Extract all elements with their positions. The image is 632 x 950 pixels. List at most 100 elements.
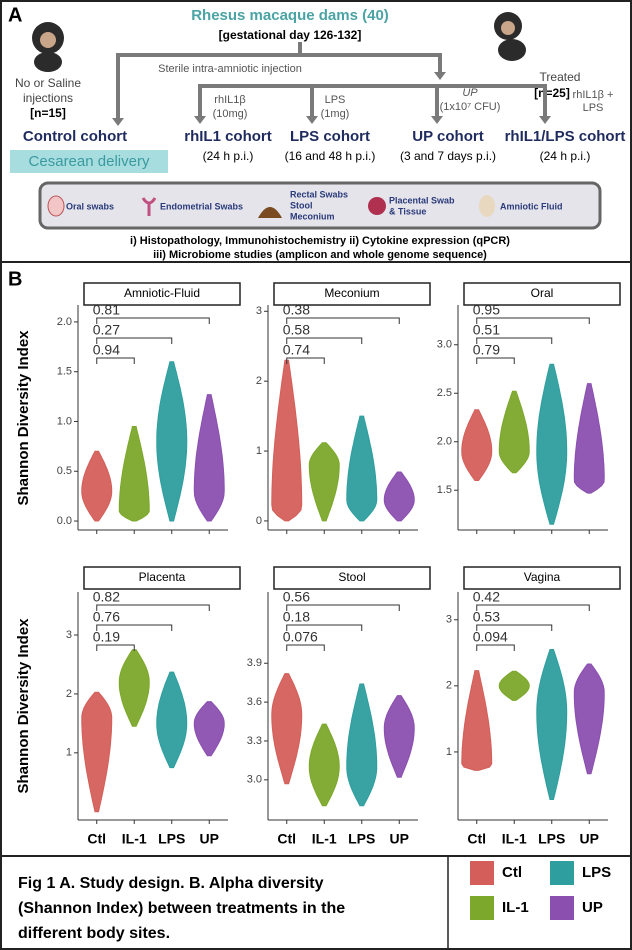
cohort-time: (16 and 48 h p.i.) <box>285 149 376 163</box>
p-value: 0.53 <box>473 609 500 625</box>
legend-label: IL-1 <box>502 899 529 916</box>
y-tick-label: 3 <box>256 305 262 317</box>
x-tick-label: LPS <box>158 831 185 847</box>
caption: Fig 1 A. Study design. B. Alpha diversit… <box>18 875 324 892</box>
y-tick-label: 1 <box>66 747 72 759</box>
x-tick-label: LPS <box>348 831 375 847</box>
x-tick-label: UP <box>580 831 599 847</box>
sample: & Tissue <box>389 206 426 216</box>
y-tick-label: 2.5 <box>437 387 452 399</box>
y-tick-label: 0 <box>256 515 262 527</box>
p-value: 0.42 <box>473 589 500 605</box>
strip-title: Oral <box>531 286 554 300</box>
legend-swatch <box>470 896 494 920</box>
treatment: (1mg) <box>321 108 350 120</box>
strip-title: Placenta <box>139 570 186 584</box>
y-tick-label: 3 <box>446 614 452 626</box>
injection-label: Sterile intra-amniotic injection <box>158 63 302 75</box>
y-tick-label: 3.6 <box>247 696 262 708</box>
group-n: [n=15] <box>30 106 66 120</box>
legend-swatch <box>550 861 574 885</box>
y-tick-label: 2 <box>446 680 452 692</box>
group-label: injections <box>23 91 73 105</box>
treatment: LPS <box>325 94 346 106</box>
x-tick-label: Ctl <box>467 831 486 847</box>
y-axis-label: Shannon Diversity Index <box>15 330 32 506</box>
treatment: (1x10⁷ CFU) <box>440 101 501 113</box>
legend-label: UP <box>582 899 603 916</box>
cohort: UP cohort <box>412 128 483 145</box>
p-value: 0.76 <box>93 609 120 625</box>
sample: Oral swabs <box>66 201 114 211</box>
p-value: 0.19 <box>93 629 120 645</box>
x-tick-label: Ctl <box>277 831 296 847</box>
panel-label: A <box>8 4 22 26</box>
group-n: [n=25] <box>534 86 570 100</box>
y-tick-label: 1.0 <box>57 415 72 427</box>
p-value: 0.27 <box>93 322 120 338</box>
sample: Meconium <box>290 211 335 221</box>
panel-label: B <box>8 268 22 290</box>
sample: Endometrial Swabs <box>160 201 243 211</box>
x-tick-label: LPS <box>538 831 565 847</box>
p-value: 0.95 <box>473 302 500 318</box>
y-tick-label: 1.5 <box>57 366 72 378</box>
strip-title: Stool <box>338 570 365 584</box>
y-tick-label: 1 <box>446 746 452 758</box>
caption: different body sites. <box>18 925 170 942</box>
y-tick-label: 2.0 <box>57 316 72 328</box>
strip-title: Meconium <box>324 286 379 300</box>
caption: (Shannon Index) between treatments in th… <box>18 900 345 917</box>
p-value: 0.79 <box>473 342 500 358</box>
legend-label: Ctl <box>502 864 522 881</box>
x-tick-label: IL-1 <box>122 831 147 847</box>
y-tick-label: 2 <box>66 688 72 700</box>
cohort: rhIL1/LPS cohort <box>505 128 626 145</box>
x-tick-label: UP <box>390 831 409 847</box>
p-value: 0.076 <box>283 629 318 645</box>
x-tick-label: UP <box>200 831 219 847</box>
cohort: rhIL1 cohort <box>184 128 272 145</box>
treatment: UP <box>462 87 478 99</box>
group-label: No or Saline <box>15 76 81 90</box>
subtitle: [gestational day 126-132] <box>219 28 362 42</box>
legend-swatch <box>470 861 494 885</box>
p-value: 0.51 <box>473 322 500 338</box>
p-value: 0.56 <box>283 589 310 605</box>
analysis: iii) Microbiome studies (amplicon and wh… <box>153 249 487 261</box>
p-value: 0.94 <box>93 342 120 358</box>
y-tick-label: 3.3 <box>247 735 262 747</box>
strip-title: Vagina <box>524 570 561 584</box>
cohort-time: (24 h p.i.) <box>540 149 591 163</box>
y-tick-label: 2 <box>256 375 262 387</box>
p-value: 0.094 <box>473 629 508 645</box>
p-value: 0.38 <box>283 302 310 318</box>
group-label: Treated <box>540 70 581 84</box>
x-tick-label: Ctl <box>87 831 106 847</box>
x-tick-label: IL-1 <box>502 831 527 847</box>
p-value: 0.58 <box>283 322 310 338</box>
title: Rhesus macaque dams (40) <box>191 7 389 24</box>
strip-title: Amniotic-Fluid <box>124 286 200 300</box>
cohort: LPS cohort <box>290 128 370 145</box>
sample: Amniotic Fluid <box>500 201 563 211</box>
y-tick-label: 3 <box>66 629 72 641</box>
legend-swatch <box>550 896 574 920</box>
figure: A Rhesus macaque dams (40) [gestational … <box>0 0 632 950</box>
delivery: Cesarean delivery <box>29 153 150 170</box>
sample: Stool <box>290 200 313 210</box>
sample: Rectal Swabs <box>290 189 348 199</box>
treatment: rhIL1β <box>214 94 245 106</box>
p-value: 0.81 <box>93 302 120 318</box>
p-value: 0.74 <box>283 342 310 358</box>
treatment: rhIL1β + <box>573 89 614 101</box>
y-tick-label: 2.0 <box>437 436 452 448</box>
cohort: Control cohort <box>23 128 127 145</box>
p-value: 0.18 <box>283 609 310 625</box>
p-value: 0.82 <box>93 589 120 605</box>
y-tick-label: 0.0 <box>57 515 72 527</box>
y-tick-label: 0.5 <box>57 465 72 477</box>
x-tick-label: IL-1 <box>312 831 337 847</box>
y-axis-label: Shannon Diversity Index <box>15 618 32 794</box>
legend-label: LPS <box>582 864 611 881</box>
